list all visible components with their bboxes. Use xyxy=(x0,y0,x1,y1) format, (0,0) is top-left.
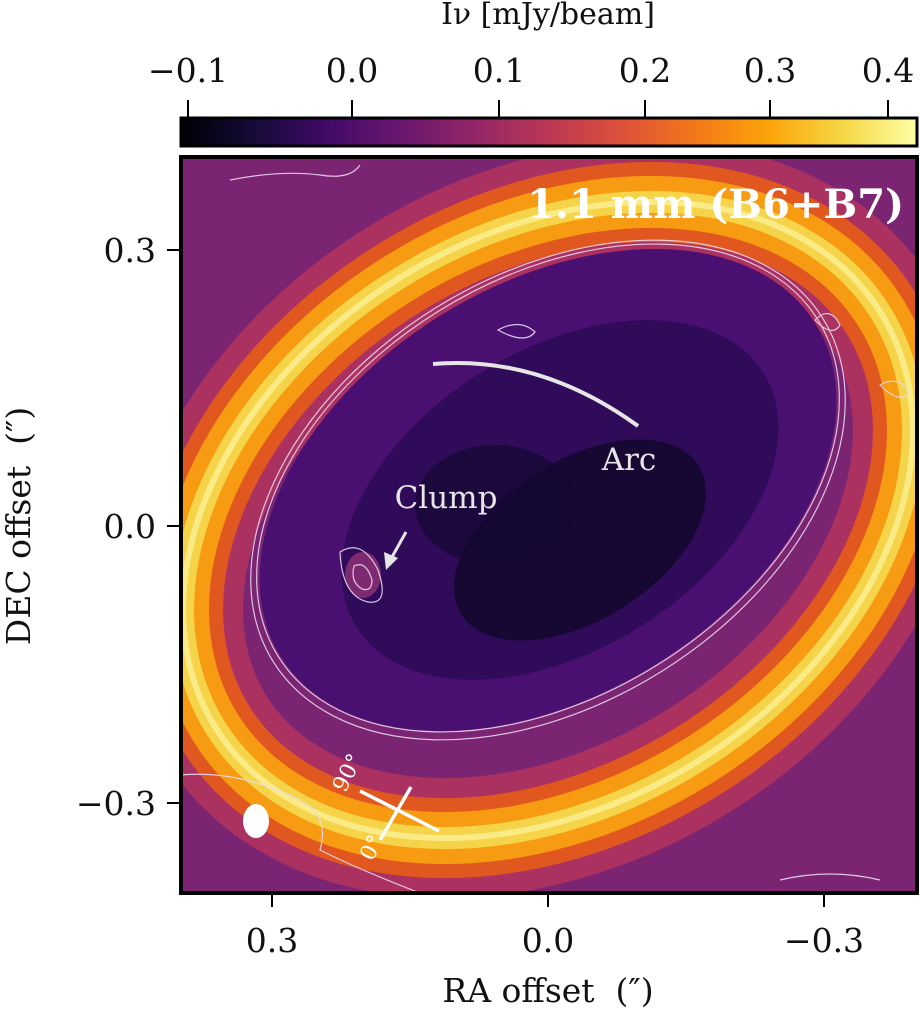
colorbar-tick-label: 0.2 xyxy=(619,51,671,90)
colorbar-ticks xyxy=(187,100,889,118)
contour-clump xyxy=(339,547,383,603)
colorbar-tick-label: 0.3 xyxy=(744,51,796,90)
x-tick-label: −0.3 xyxy=(784,921,864,960)
colorbar-label: Iν [mJy/beam] xyxy=(441,0,655,32)
x-ticks xyxy=(271,893,825,907)
contour-bottom xyxy=(779,873,881,881)
clump-label: Clump xyxy=(395,480,498,516)
contours xyxy=(181,164,911,893)
colorbar-tick-label: 0.4 xyxy=(862,51,914,90)
colorbar-tick-label: 0.0 xyxy=(326,51,378,90)
colorbar xyxy=(179,116,919,148)
contour-top-right xyxy=(879,380,911,398)
y-tick-label: 0.3 xyxy=(104,231,156,270)
y-axis-label: DEC offset (″) xyxy=(0,407,38,645)
cavity-dark-2 xyxy=(415,445,575,565)
colorbar-tick-label: 0.1 xyxy=(473,51,525,90)
contour-clump-inner xyxy=(352,564,373,591)
contour-outer xyxy=(250,239,846,741)
clump-arrow-shaft xyxy=(390,531,408,558)
contour-nub xyxy=(496,323,536,339)
clump-arrow-head xyxy=(384,552,398,570)
y-ticks xyxy=(167,249,181,804)
contour-inner xyxy=(256,243,840,733)
heatmap-image xyxy=(181,157,917,893)
colorbar-tick-label: −0.1 xyxy=(148,51,228,90)
x-tick-label: 0.0 xyxy=(522,921,574,960)
contour-upper-left xyxy=(229,164,361,181)
axis-cross-major xyxy=(359,789,440,833)
ring-crest xyxy=(181,198,916,842)
y-tick-labels: 0.3 0.0 −0.3 xyxy=(76,231,156,823)
axis-cross-minor xyxy=(378,786,413,841)
contour-right xyxy=(814,313,841,331)
y-tick-label: 0.0 xyxy=(104,507,156,546)
axis-cross xyxy=(359,786,440,841)
x-tick-label: 0.3 xyxy=(246,921,298,960)
arc-label: Arc xyxy=(601,442,657,478)
chart-title: 1.1 mm (B6+B7) xyxy=(527,181,904,228)
x-tick-labels: 0.3 0.0 −0.3 xyxy=(246,921,864,960)
x-axis-label: RA offset (″) xyxy=(442,971,653,1010)
clump xyxy=(345,552,381,598)
y-tick-label: −0.3 xyxy=(76,784,156,823)
colorbar-tick-labels: −0.1 0.0 0.1 0.2 0.3 0.4 xyxy=(148,51,914,90)
contour-lower-left xyxy=(181,773,421,893)
beam-ellipse xyxy=(243,804,269,838)
clump-arrow xyxy=(384,531,408,570)
arc-curve xyxy=(432,361,640,428)
